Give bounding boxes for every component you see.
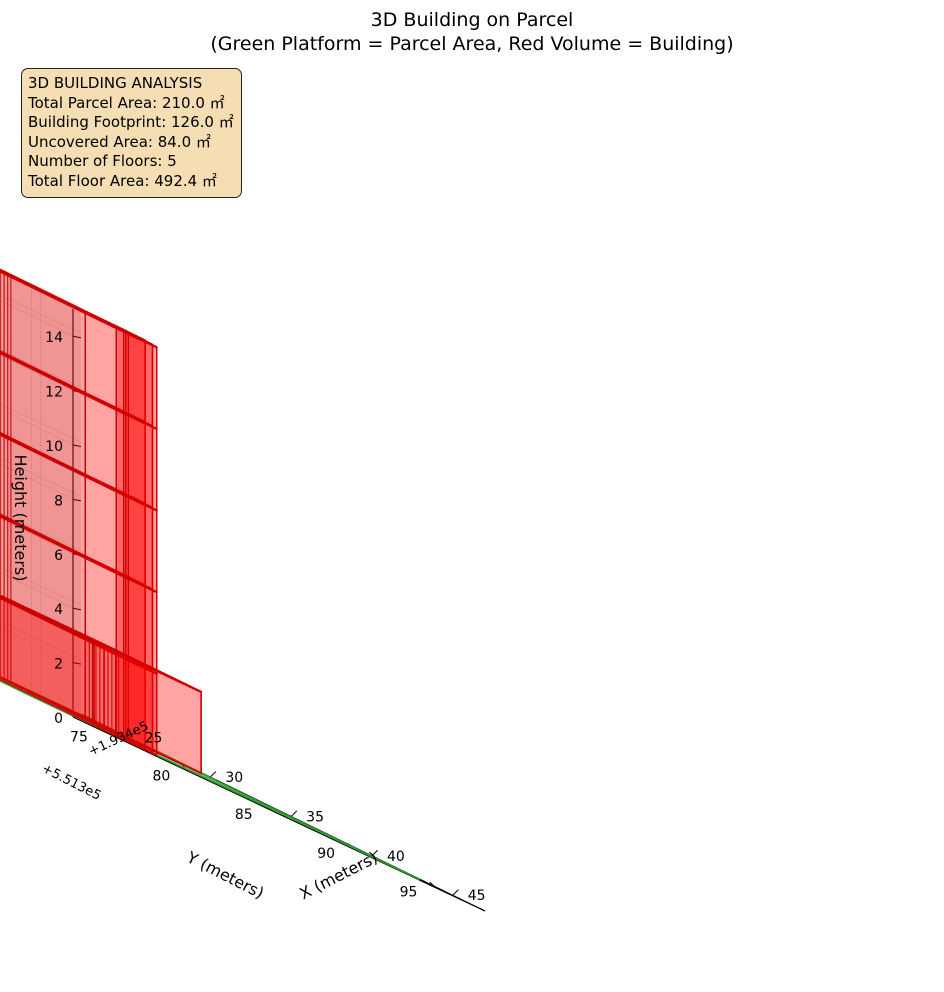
z-tick: [72, 444, 82, 447]
x-tick: [452, 889, 459, 896]
x-tick-label: 40: [387, 849, 405, 865]
building-wall: [122, 331, 158, 430]
annotation-floor-area: Total Floor Area: 492.4 ㎡: [28, 171, 217, 190]
z-tick-label: 14: [45, 330, 63, 346]
y-tick-label: 85: [235, 807, 253, 823]
annotation-uncovered-area: Uncovered Area: 84.0 ㎡: [28, 132, 211, 151]
x-tick-label: 45: [468, 888, 486, 904]
y-tick-label: 80: [152, 768, 170, 784]
building-wall: [122, 412, 158, 512]
annotation-heading: 3D BUILDING ANALYSIS: [28, 74, 203, 92]
z-tick-label: 10: [45, 439, 63, 455]
y-tick-label: 95: [400, 885, 418, 901]
x-tick-label: 30: [225, 770, 243, 786]
chart-subtitle: (Green Platform = Parcel Area, Red Volum…: [210, 33, 733, 55]
x-tick: [129, 731, 136, 738]
chart-title: 3D Building on Parcel: [371, 9, 574, 31]
x-tick: [209, 771, 217, 778]
building-wall: [103, 643, 202, 775]
y-tick-label: 90: [317, 846, 335, 862]
y-axis-offset-label: +5.513e5: [39, 761, 103, 804]
y-tick: [429, 881, 436, 889]
annotation-footprint: Building Footprint: 126.0 ㎡: [28, 113, 234, 131]
annotation-floor-count: Number of Floors: 5: [28, 152, 177, 170]
x-tick-label: 35: [306, 809, 324, 825]
z-tick: [72, 662, 82, 665]
z-tick-label: 6: [54, 548, 63, 564]
tick-labels: 25 30 35 40 45 75 80 85 90 95 0 2 4 6 8 10 12 14: [45, 330, 485, 904]
x-tick: [290, 810, 298, 817]
z-tick: [72, 498, 82, 502]
annotation-parcel-area: Total Parcel Area: 210.0 ㎡: [28, 93, 225, 112]
y-tick-label: 75: [70, 730, 88, 746]
analysis-annotation-box: 3D BUILDING ANALYSIS Total Parcel Area: …: [21, 68, 242, 198]
y-axis-line: [72, 716, 486, 912]
plot-geometry: [0, 268, 421, 881]
z-tick-label: 8: [54, 493, 63, 509]
z-tick-label: 4: [54, 602, 63, 618]
z-tick: [72, 607, 82, 611]
x-tick: [371, 849, 378, 857]
y-axis-label: Y (meters): [183, 847, 267, 902]
z-tick: [72, 335, 82, 339]
z-axis-label: Height (meters): [11, 455, 30, 582]
x-axis-label: X (meters): [296, 848, 380, 904]
z-tick-label: 0: [54, 711, 63, 727]
building-wall: [122, 494, 158, 593]
building-wall: [127, 332, 154, 427]
z-tick-label: 2: [54, 657, 63, 673]
z-tick-label: 12: [45, 385, 63, 401]
x-tick-label: 25: [145, 731, 163, 747]
